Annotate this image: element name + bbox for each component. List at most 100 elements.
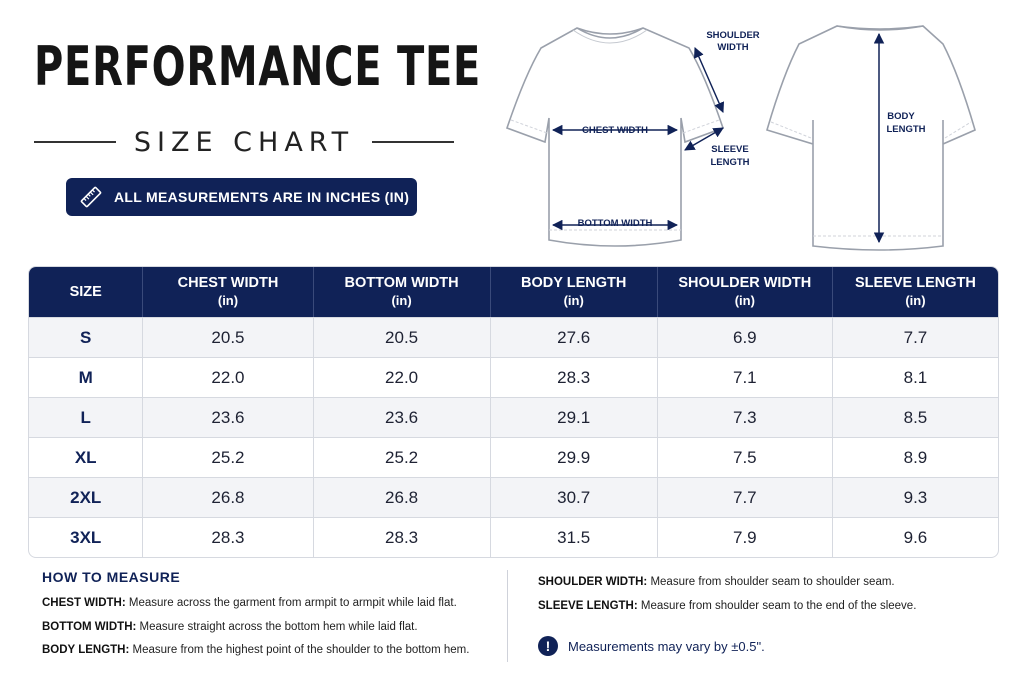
measure-note-shoulder: SHOULDER WIDTH: Measure from shoulder se… [538,576,895,588]
table-cell: 8.1 [831,358,998,397]
table-cell: 26.8 [312,478,490,517]
shoulder-width-label-1: SHOULDER [706,30,759,41]
table-cell: 8.9 [831,438,998,477]
ruler-icon [80,186,102,208]
divider-left [34,141,116,143]
measure-note-chest: CHEST WIDTH: Measure across the garment … [42,597,457,609]
column-header-label: SLEEVE LENGTH [855,275,976,291]
table-cell: 20.5 [142,318,312,357]
measure-term: SLEEVE LENGTH: [538,600,638,612]
body-length-label-2: LENGTH [886,124,925,135]
alert-icon: ! [538,636,558,656]
body-length-label-1: BODY [887,111,915,122]
table-cell: 31.5 [489,518,657,557]
table-cell: 25.2 [142,438,312,477]
units-note: ALL MEASUREMENTS ARE IN INCHES (IN) [114,189,410,205]
column-header-label: CHEST WIDTH [177,275,279,291]
table-cell: 7.9 [656,518,832,557]
table-cell: 28.3 [142,518,312,557]
column-header-unit: (in) [563,293,584,308]
column-header-unit: (in) [217,293,239,308]
column-divider [507,570,508,662]
table-header: SIZE CHEST WIDTH (in) BOTTOM WIDTH (in) BO… [29,267,998,317]
page-title: PERFORMANCE TEE [34,35,482,98]
table-cell: 7.1 [656,358,832,397]
column-header-unit: (in) [391,293,412,308]
column-header: BOTTOM WIDTH (in) [312,267,490,317]
measure-term: CHEST WIDTH: [42,597,126,609]
column-header: SLEEVE LENGTH (in) [831,267,998,317]
table-cell: 6.9 [656,318,832,357]
column-header: SIZE [29,267,142,317]
table-row: S 20.5 20.5 27.6 6.9 7.7 [29,317,998,357]
column-header-unit: (in) [905,293,926,308]
measure-note-body: BODY LENGTH: Measure from the highest po… [42,644,469,656]
table-cell: 23.6 [142,398,312,437]
table-cell: 22.0 [312,358,490,397]
page-subtitle: SIZE CHART [133,126,355,158]
table-cell: 7.5 [656,438,832,477]
how-to-measure-title: HOW TO MEASURE [42,569,181,585]
column-header-unit: (in) [734,293,755,308]
sleeve-length-label-2: LENGTH [710,157,749,168]
table-cell: 9.3 [831,478,998,517]
column-header: CHEST WIDTH (in) [142,267,312,317]
table-body: S 20.5 20.5 27.6 6.9 7.7 M 22.0 22.0 28.… [29,317,998,557]
table-row: 3XL 28.3 28.3 31.5 7.9 9.6 [29,517,998,557]
column-header-label: BOTTOM WIDTH [344,275,459,291]
measure-term: BODY LENGTH: [42,644,130,656]
table-cell: 23.6 [312,398,490,437]
size-cell: L [80,407,91,427]
measure-text: Measure from shoulder seam to shoulder s… [650,576,895,588]
column-header: SHOULDER WIDTH (in) [656,267,832,317]
size-cell: XL [74,447,97,467]
table-cell: 30.7 [489,478,657,517]
table-cell: 7.7 [656,478,832,517]
column-header-label: SIZE [69,283,102,300]
table-row: M 22.0 22.0 28.3 7.1 8.1 [29,357,998,397]
sleeve-length-label-1: SLEEVE [711,144,749,155]
size-chart-table: SIZE CHEST WIDTH (in) BOTTOM WIDTH (in) BO… [28,266,999,558]
table-cell: 27.6 [489,318,657,357]
variance-text: Measurements may vary by ±0.5". [568,638,765,654]
table-cell: 8.5 [831,398,998,437]
measure-term: SHOULDER WIDTH: [538,576,648,588]
table-cell: 20.5 [312,318,490,357]
size-cell: M [78,367,93,387]
shirt-diagram: CHEST WIDTH BOTTOM WIDTH SHOULDER WIDTH … [495,20,995,260]
table-cell: 29.1 [489,398,657,437]
subtitle-row: SIZE CHART [34,126,454,158]
table-cell: 28.3 [312,518,490,557]
measure-text: Measure across the garment from armpit t… [128,597,457,609]
table-cell: 25.2 [312,438,490,477]
table-cell: 9.6 [831,518,998,557]
size-cell: 3XL [70,527,102,547]
table-cell: 29.9 [489,438,657,477]
measure-text: Measure from shoulder seam to the end of… [640,600,917,612]
sleeve-length-arrow [684,127,724,151]
table-cell: 7.3 [656,398,832,437]
table-cell: 22.0 [142,358,312,397]
back-shirt-illustration [766,25,976,251]
table-row: 2XL 26.8 26.8 30.7 7.7 9.3 [29,477,998,517]
table-row: XL 25.2 25.2 29.9 7.5 8.9 [29,437,998,477]
variance-note: ! Measurements may vary by ±0.5". [538,636,765,656]
column-header-label: SHOULDER WIDTH [678,275,812,291]
shoulder-width-label-2: WIDTH [717,42,748,53]
measure-text: Measure straight across the bottom hem w… [139,621,418,633]
table-cell: 26.8 [142,478,312,517]
shoulder-width-arrow [693,47,725,113]
chest-width-label: CHEST WIDTH [582,125,648,136]
front-shirt-illustration [505,27,725,247]
measure-text: Measure from the highest point of the sh… [132,644,470,656]
column-header: BODY LENGTH (in) [489,267,657,317]
size-cell: 2XL [70,487,102,507]
table-cell: 7.7 [831,318,998,357]
table-row: L 23.6 23.6 29.1 7.3 8.5 [29,397,998,437]
size-cell: S [80,327,92,347]
measure-note-bottom: BOTTOM WIDTH: Measure straight across th… [42,621,418,633]
table-cell: 28.3 [489,358,657,397]
column-header-label: BODY LENGTH [521,275,627,291]
measure-note-sleeve: SLEEVE LENGTH: Measure from shoulder sea… [538,600,916,612]
measure-term: BOTTOM WIDTH: [42,621,137,633]
